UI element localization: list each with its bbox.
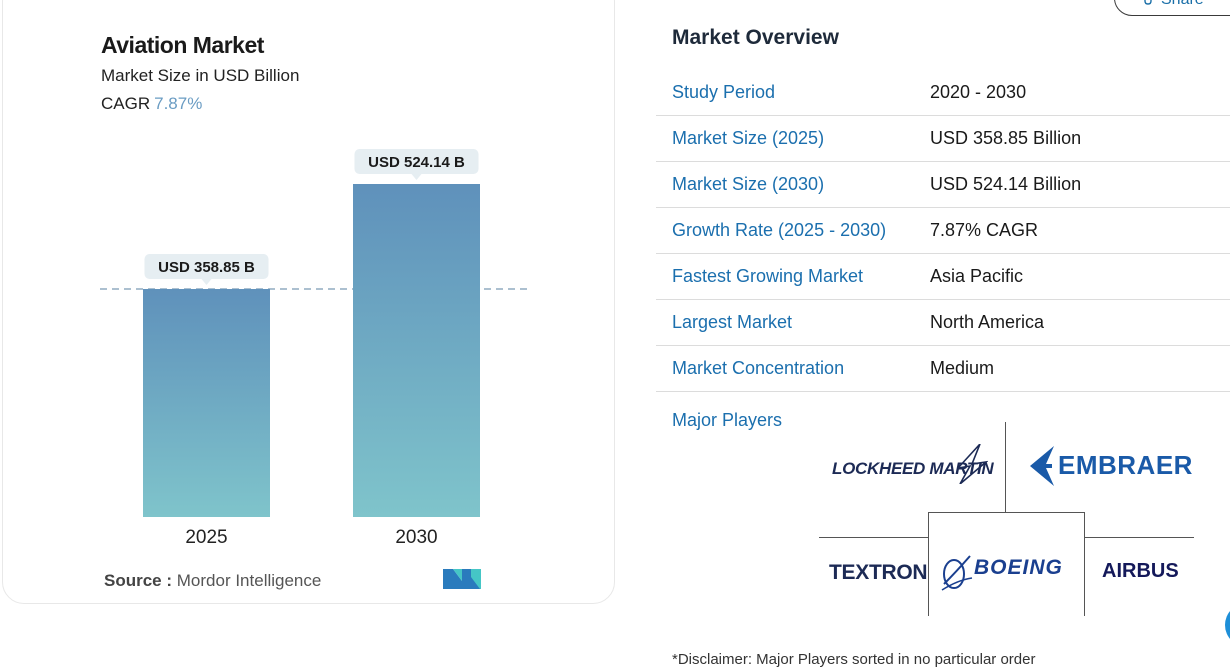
- grid-divider: [928, 512, 929, 616]
- boeing-logo: BOEING: [974, 556, 1063, 579]
- data-label-pointer: [411, 174, 422, 180]
- textron-logo: TEXTRON: [829, 561, 928, 584]
- data-label-background: [354, 149, 479, 174]
- overview-value: 7.87% CAGR: [930, 220, 1039, 240]
- source-value: Mordor Intelligence: [176, 571, 322, 590]
- overview-value: USD 358.85 Billion: [930, 128, 1082, 148]
- grid-divider: [928, 512, 1085, 513]
- overview-label[interactable]: Market Concentration: [672, 358, 845, 378]
- cagr-value: 7.87%: [154, 94, 203, 113]
- chat-widget-button[interactable]: [1225, 603, 1230, 647]
- grid-divider: [1005, 422, 1006, 512]
- overview-row-market-concentration: Market Concentration Medium: [656, 346, 1230, 392]
- overview-value: 2020 - 2030: [930, 82, 1027, 102]
- overview-value: USD 524.14 Billion: [930, 174, 1082, 194]
- overview-label[interactable]: Market Size (2025): [672, 128, 825, 148]
- cagr-label: CAGR: [101, 94, 151, 113]
- market-overview-title: Market Overview: [672, 26, 839, 49]
- airbus-logo: AIRBUS: [1102, 560, 1179, 582]
- source-label: Source :: [104, 571, 173, 590]
- market-size-card: [2, 0, 615, 604]
- overview-row-market-size-2025: Market Size (2025) USD 358.85 Billion: [656, 116, 1230, 162]
- grid-divider: [1084, 537, 1194, 538]
- grid-divider: [819, 537, 929, 538]
- chart-subtitle: Market Size in USD Billion: [101, 66, 300, 85]
- x-tick-label: 2025: [185, 527, 227, 548]
- lockheed-star-icon: [958, 444, 988, 484]
- share-icon: [1144, 0, 1152, 5]
- lockheed-martin-logo: LOCKHEED MARTIN: [832, 459, 994, 478]
- market-overview-table: Study Period 2020 - 2030 Market Size (20…: [656, 70, 1230, 392]
- grid-divider: [1084, 512, 1085, 616]
- embraer-arrow-icon: [1030, 446, 1054, 486]
- share-button[interactable]: Share: [1114, 0, 1230, 16]
- overview-label[interactable]: Study Period: [672, 82, 776, 102]
- x-tick-label: 2030: [395, 527, 437, 548]
- overview-row-growth-rate: Growth Rate (2025 - 2030) 7.87% CAGR: [656, 208, 1230, 254]
- bar-2025[interactable]: [143, 289, 270, 517]
- overview-row-fastest-growing: Fastest Growing Market Asia Pacific: [656, 254, 1230, 300]
- overview-row-largest-market: Largest Market North America: [656, 300, 1230, 346]
- overview-row-market-size-2030: Market Size (2030) USD 524.14 Billion: [656, 162, 1230, 208]
- overview-label[interactable]: Largest Market: [672, 312, 793, 332]
- overview-value: Medium: [930, 358, 995, 378]
- embraer-logo: EMBRAER: [1058, 450, 1193, 480]
- chart-title: Aviation Market: [101, 32, 264, 58]
- overview-label[interactable]: Market Size (2030): [672, 174, 825, 194]
- bar-2030[interactable]: [353, 184, 480, 517]
- data-label: USD 358.85 B: [158, 259, 255, 276]
- boeing-symbol-icon: [941, 555, 973, 591]
- source-line: Source : Mordor Intelligence: [104, 571, 321, 591]
- bar-chart: USD 358.85 B 2025 USD 524.14 B 2030: [100, 149, 527, 548]
- data-label: USD 524.14 B: [368, 154, 465, 171]
- disclaimer-text: *Disclaimer: Major Players sorted in no …: [672, 651, 1036, 668]
- data-label-pointer: [201, 279, 212, 286]
- mordor-intelligence-logo: [443, 569, 481, 589]
- overview-label[interactable]: Growth Rate (2025 - 2030): [672, 220, 887, 240]
- overview-label[interactable]: Fastest Growing Market: [672, 266, 864, 286]
- overview-value: North America: [930, 312, 1045, 332]
- data-label-background: [144, 254, 269, 280]
- overview-value: Asia Pacific: [930, 266, 1024, 286]
- share-button-label: Share: [1161, 0, 1204, 8]
- cagr-line: CAGR 7.87%: [101, 94, 202, 114]
- overview-row-study-period: Study Period 2020 - 2030: [656, 70, 1230, 116]
- major-players-title[interactable]: Major Players: [672, 410, 783, 430]
